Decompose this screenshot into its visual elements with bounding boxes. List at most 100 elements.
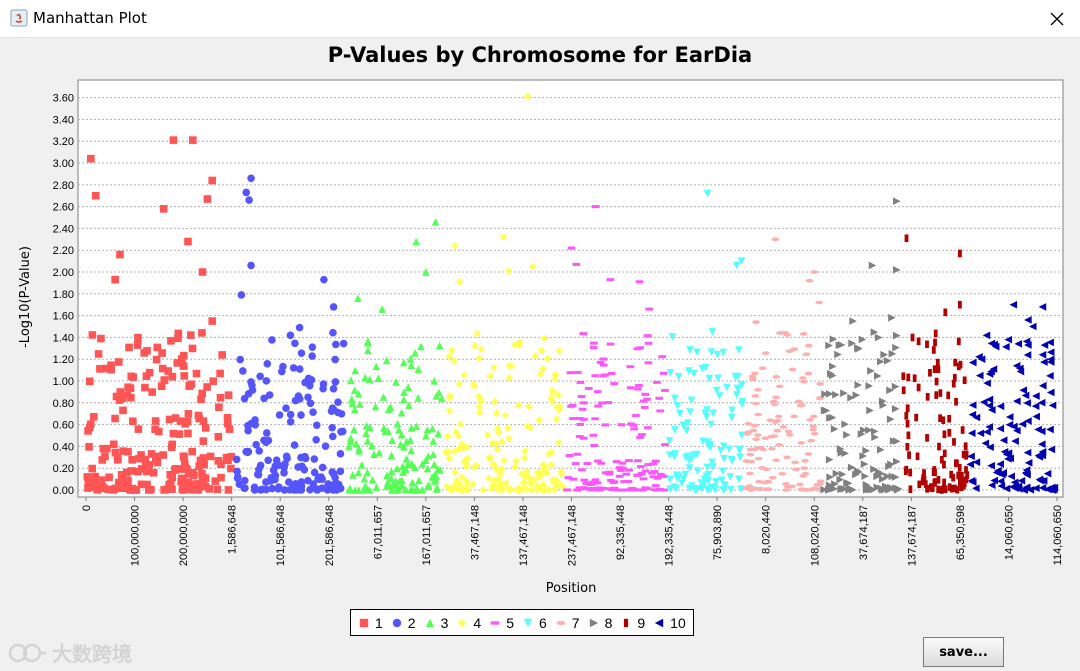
data-point bbox=[591, 374, 600, 378]
data-point bbox=[720, 481, 729, 489]
data-point bbox=[350, 405, 359, 414]
data-point bbox=[1028, 322, 1037, 331]
data-point bbox=[435, 388, 443, 397]
data-point bbox=[188, 447, 197, 456]
data-point bbox=[1021, 391, 1030, 400]
data-point bbox=[463, 483, 471, 492]
legend-symbol bbox=[589, 618, 598, 627]
data-point bbox=[407, 361, 416, 370]
data-point bbox=[178, 485, 187, 494]
data-point bbox=[309, 408, 317, 416]
data-point bbox=[1007, 472, 1015, 481]
data-point bbox=[645, 307, 653, 311]
data-point bbox=[107, 365, 116, 374]
data-point bbox=[128, 455, 136, 464]
data-point bbox=[959, 482, 963, 491]
data-point bbox=[873, 483, 882, 492]
data-point bbox=[125, 343, 133, 352]
close-button[interactable] bbox=[1034, 0, 1080, 37]
data-point bbox=[305, 381, 314, 390]
data-point bbox=[888, 349, 897, 358]
legend-item-8: 8 bbox=[586, 615, 612, 631]
data-point bbox=[922, 469, 926, 477]
data-point bbox=[1018, 420, 1027, 428]
data-point bbox=[1032, 412, 1040, 421]
data-point bbox=[712, 386, 721, 395]
data-point bbox=[152, 355, 161, 364]
save-button[interactable]: save... bbox=[923, 637, 1004, 667]
data-point bbox=[825, 390, 834, 398]
data-point bbox=[778, 471, 787, 476]
data-point bbox=[773, 428, 782, 433]
data-point bbox=[983, 379, 991, 387]
data-point bbox=[905, 419, 910, 428]
data-point bbox=[849, 317, 857, 325]
data-point bbox=[487, 485, 496, 493]
data-point bbox=[138, 465, 146, 473]
data-point bbox=[217, 460, 225, 468]
data-point bbox=[186, 331, 195, 339]
data-point bbox=[352, 439, 360, 448]
data-point bbox=[799, 473, 807, 478]
data-point bbox=[199, 482, 208, 490]
data-point bbox=[208, 317, 217, 325]
data-point bbox=[347, 376, 355, 385]
data-point bbox=[640, 405, 649, 409]
data-point bbox=[591, 205, 600, 209]
data-point bbox=[800, 379, 808, 384]
data-point bbox=[159, 205, 168, 213]
data-point bbox=[188, 344, 197, 353]
data-point bbox=[411, 348, 419, 357]
data-point bbox=[954, 397, 958, 406]
data-point bbox=[284, 478, 293, 486]
data-point bbox=[520, 454, 529, 462]
data-point bbox=[129, 417, 137, 426]
data-point bbox=[180, 351, 188, 360]
data-point bbox=[565, 454, 574, 458]
y-tick-label: 2.80 bbox=[53, 180, 74, 192]
data-point bbox=[832, 469, 841, 478]
data-point bbox=[256, 486, 265, 494]
legend-label: 1 bbox=[375, 614, 383, 631]
series-2 bbox=[232, 174, 348, 494]
data-point bbox=[239, 367, 247, 375]
data-point bbox=[908, 485, 913, 494]
data-point bbox=[680, 421, 688, 429]
data-point bbox=[880, 350, 888, 359]
data-point bbox=[286, 410, 295, 419]
data-point bbox=[174, 334, 182, 343]
data-point bbox=[985, 423, 993, 431]
data-point bbox=[892, 266, 901, 274]
data-point bbox=[964, 466, 968, 474]
data-point bbox=[473, 329, 482, 338]
data-point bbox=[953, 358, 958, 367]
data-point bbox=[653, 380, 661, 384]
data-point bbox=[134, 467, 142, 476]
data-point bbox=[241, 476, 249, 485]
data-point bbox=[268, 336, 276, 344]
data-point bbox=[703, 406, 711, 414]
data-point bbox=[159, 451, 167, 459]
data-point bbox=[609, 481, 618, 485]
data-point bbox=[1004, 449, 1013, 457]
data-point bbox=[396, 440, 405, 449]
data-point bbox=[994, 466, 1002, 475]
data-point bbox=[939, 455, 944, 464]
data-point bbox=[737, 257, 746, 265]
data-point bbox=[354, 390, 363, 398]
data-point bbox=[860, 460, 869, 468]
data-point bbox=[498, 438, 506, 446]
data-point bbox=[901, 372, 906, 381]
data-point bbox=[165, 480, 173, 489]
data-point bbox=[678, 479, 686, 488]
data-point bbox=[329, 484, 338, 493]
data-point bbox=[985, 395, 994, 404]
data-point bbox=[693, 467, 702, 475]
data-point bbox=[624, 618, 629, 627]
data-point bbox=[848, 339, 856, 348]
data-point bbox=[771, 237, 780, 242]
data-point bbox=[784, 429, 793, 434]
data-point bbox=[597, 461, 605, 465]
data-point bbox=[87, 154, 95, 163]
data-point bbox=[987, 481, 996, 490]
